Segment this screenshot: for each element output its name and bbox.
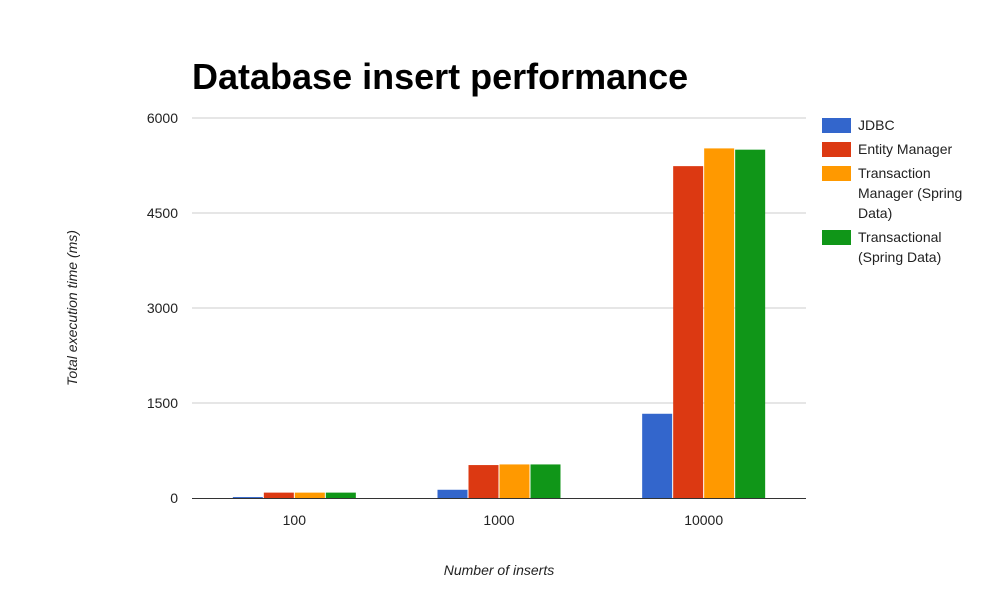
x-tick-label: 10000	[684, 512, 723, 528]
legend-swatch	[822, 118, 851, 133]
x-tick-label: 1000	[483, 512, 514, 528]
bar-transactional-spring-data-100	[325, 492, 356, 498]
chart-title: Database insert performance	[192, 56, 688, 97]
legend: JDBC Entity Manager Transaction Manager (Sp…	[822, 117, 962, 265]
y-axis-label: Total execution time (ms)	[64, 230, 80, 386]
y-axis-ticks: 0 1500 3000 4500 6000	[147, 110, 178, 506]
legend-item: Entity Manager	[822, 141, 952, 157]
legend-label: JDBC	[858, 117, 895, 133]
legend-label: Transaction Manager (Spring Data)	[858, 165, 962, 221]
bar-jdbc-100	[232, 497, 263, 498]
legend-label-line: Manager (Spring	[858, 185, 962, 201]
bar-jdbc-10000	[642, 413, 673, 498]
bar-transaction-manager-spring-data-100	[294, 492, 325, 498]
bar-transactional-spring-data-1000	[530, 464, 561, 498]
legend-label-line: JDBC	[858, 117, 895, 133]
bar-jdbc-1000	[437, 489, 468, 498]
x-tick-label: 100	[283, 512, 307, 528]
legend-item: Transactional (Spring Data)	[822, 229, 942, 265]
legend-label-line: (Spring Data)	[858, 249, 941, 265]
x-axis-ticks: 100 1000 10000	[283, 512, 724, 528]
legend-label-line: Transactional	[858, 229, 942, 245]
legend-label-line: Transaction	[858, 165, 931, 181]
bar-entity-manager-1000	[468, 465, 499, 498]
bar-transaction-manager-spring-data-10000	[704, 148, 735, 498]
grid-lines	[192, 117, 806, 404]
legend-label-line: Data)	[858, 205, 892, 221]
bar-transactional-spring-data-10000	[735, 149, 766, 498]
legend-item: JDBC	[822, 117, 895, 133]
y-tick-label: 3000	[147, 300, 178, 316]
bar-transaction-manager-spring-data-1000	[499, 464, 530, 498]
legend-label-line: Entity Manager	[858, 141, 952, 157]
bars	[232, 148, 766, 498]
y-tick-label: 1500	[147, 395, 178, 411]
y-tick-label: 4500	[147, 205, 178, 221]
bar-entity-manager-10000	[673, 166, 704, 498]
legend-swatch	[822, 142, 851, 157]
legend-label: Entity Manager	[858, 141, 952, 157]
legend-item: Transaction Manager (Spring Data)	[822, 165, 962, 221]
legend-swatch	[822, 166, 851, 181]
y-tick-label: 0	[170, 490, 178, 506]
y-tick-label: 6000	[147, 110, 178, 126]
legend-label: Transactional (Spring Data)	[858, 229, 942, 265]
legend-swatch	[822, 230, 851, 245]
x-axis-label: Number of inserts	[444, 562, 554, 578]
bar-entity-manager-100	[263, 492, 294, 498]
